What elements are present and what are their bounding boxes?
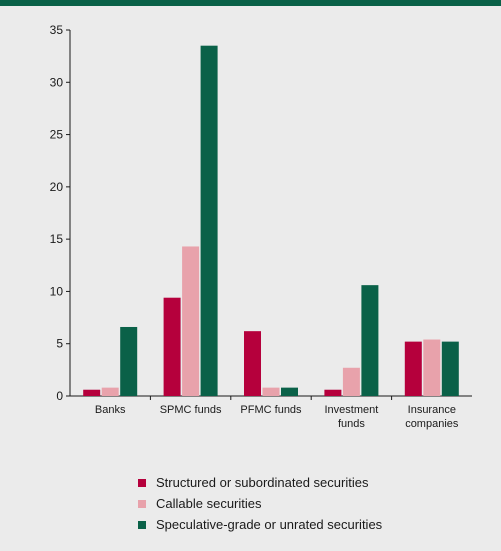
legend-swatch xyxy=(138,478,146,487)
bar xyxy=(281,387,298,396)
x-category-label: Investment xyxy=(324,404,378,416)
y-tick-label: 30 xyxy=(50,75,64,89)
chart-legend: Structured or subordinated securities Cal… xyxy=(138,472,382,535)
legend-label: Structured or subordinated securities xyxy=(156,475,369,490)
legend-label: Speculative-grade or unrated securities xyxy=(156,517,383,532)
legend-label: Callable securities xyxy=(156,496,262,511)
bar xyxy=(101,387,119,396)
x-category-label: SPMC funds xyxy=(160,404,222,416)
bar xyxy=(342,367,360,396)
bar xyxy=(83,389,101,396)
header-bar xyxy=(0,0,501,6)
x-category-label: funds xyxy=(338,418,365,430)
y-tick-label: 0 xyxy=(56,389,63,403)
legend-item: Speculative-grade or unrated securities xyxy=(138,514,382,535)
bar xyxy=(182,246,200,396)
legend-swatch xyxy=(138,499,146,508)
bar xyxy=(163,297,181,396)
legend-swatch xyxy=(138,520,146,529)
bar xyxy=(404,341,422,396)
bar xyxy=(361,285,379,396)
bar xyxy=(262,387,280,396)
bar xyxy=(441,341,459,396)
x-category-label: companies xyxy=(405,418,459,430)
y-tick-label: 25 xyxy=(50,128,64,142)
bar xyxy=(120,326,138,396)
legend-item: Structured or subordinated securities xyxy=(138,472,382,493)
bar xyxy=(423,339,441,396)
x-category-label: Insurance xyxy=(408,404,456,416)
y-tick-label: 15 xyxy=(50,232,64,246)
y-tick-label: 20 xyxy=(50,180,64,194)
x-category-label: Banks xyxy=(95,404,126,416)
y-tick-label: 10 xyxy=(50,284,64,298)
y-tick-label: 5 xyxy=(56,337,63,351)
bar xyxy=(324,389,342,396)
bar xyxy=(200,45,218,396)
y-tick-label: 35 xyxy=(50,23,64,37)
legend-item: Callable securities xyxy=(138,493,382,514)
bar xyxy=(244,331,261,396)
x-category-label: PFMC funds xyxy=(240,404,302,416)
